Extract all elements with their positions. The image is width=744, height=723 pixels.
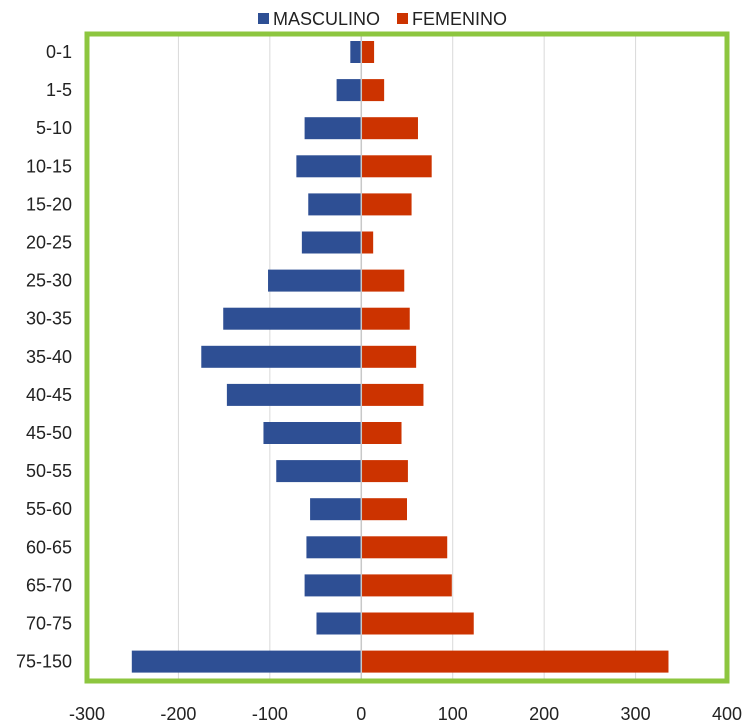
bar-masculino-50-55 [276,460,362,483]
legend-label-femenino: FEMENINO [412,9,507,29]
bar-masculino-1-5 [336,79,362,102]
x-tick-label: -100 [252,704,288,723]
bar-femenino-10-15 [361,155,432,178]
bar-femenino-45-50 [361,422,402,444]
bar-masculino-15-20 [308,193,362,216]
bar-masculino-20-25 [301,231,362,254]
bar-femenino-0-1 [361,41,375,63]
legend-label-masculino: MASCULINO [273,9,380,29]
bar-masculino-10-15 [296,155,362,178]
y-tick-label: 0-1 [46,42,72,62]
bars [131,41,669,673]
bar-masculino-75-150 [131,650,362,673]
legend-swatch-femenino [397,13,408,24]
bar-femenino-25-30 [361,269,405,292]
bar-masculino-5-10 [304,117,362,140]
bar-femenino-50-55 [361,460,408,483]
y-tick-label: 65-70 [26,575,72,595]
bar-femenino-30-35 [361,307,410,330]
bar-masculino-0-1 [350,41,362,63]
plot-frame [84,31,730,684]
bar-masculino-45-50 [263,422,362,444]
y-tick-label: 20-25 [26,233,72,253]
legend-swatch-masculino [258,13,269,24]
y-tick-label: 5-10 [36,118,72,138]
x-tick-label: 300 [621,704,651,723]
x-tick-label: 100 [438,704,468,723]
gridlines [177,34,637,681]
legend: MASCULINO FEMENINO [258,9,507,29]
bar-masculino-25-30 [268,269,362,292]
x-tick-label: -200 [160,704,196,723]
y-tick-label: 25-30 [26,271,72,291]
bar-masculino-35-40 [201,345,362,368]
x-tick-label: 200 [529,704,559,723]
bar-masculino-70-75 [316,612,362,635]
y-tick-label: 15-20 [26,194,72,214]
bar-femenino-15-20 [361,193,412,216]
y-tick-label: 55-60 [26,499,72,519]
bar-masculino-30-35 [223,307,362,330]
bar-masculino-65-70 [304,574,362,597]
y-axis-labels: 0-1 1-5 5-10 10-15 15-20 20-25 25-30 30-35 35-40… [16,42,72,672]
y-tick-label: 70-75 [26,614,72,634]
bar-femenino-40-45 [361,383,424,406]
bar-femenino-1-5 [361,79,385,102]
y-tick-label: 60-65 [26,537,72,557]
y-tick-label: 35-40 [26,347,72,367]
bar-femenino-55-60 [361,498,407,521]
x-tick-label: 0 [356,704,366,723]
bar-masculino-55-60 [310,498,362,521]
bar-masculino-40-45 [226,383,362,406]
y-tick-label: 50-55 [26,461,72,481]
x-tick-label: -300 [69,704,105,723]
y-tick-label: 40-45 [26,385,72,405]
x-tick-label: 400 [712,704,742,723]
bar-femenino-35-40 [361,345,417,368]
bar-femenino-65-70 [361,574,452,597]
y-tick-label: 10-15 [26,156,72,176]
y-tick-label: 1-5 [46,80,72,100]
x-axis-labels: -300 -200 -100 0 100 200 300 400 [69,704,742,723]
bar-femenino-70-75 [361,612,474,635]
bar-femenino-20-25 [361,231,374,254]
bar-femenino-60-65 [361,536,448,559]
y-tick-label: 45-50 [26,423,72,443]
y-tick-label: 75-150 [16,652,72,672]
bar-masculino-60-65 [306,536,362,559]
y-tick-label: 30-35 [26,309,72,329]
bar-femenino-75-150 [361,650,669,673]
bar-femenino-5-10 [361,117,418,140]
